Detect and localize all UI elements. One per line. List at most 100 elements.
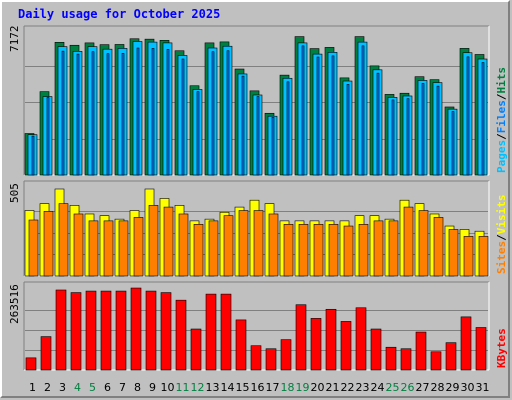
bar-kbytes-day-21: [325, 308, 337, 371]
bar-sites-day-23: [358, 224, 369, 277]
bar-files-day-7: [121, 53, 125, 176]
bar-sites-day-18: [283, 224, 294, 277]
day-label-28: 28: [431, 381, 445, 394]
bar-files-day-4: [76, 53, 80, 176]
bar-kbytes-day-26: [400, 348, 412, 371]
day-label-19: 19: [296, 381, 310, 394]
bar-sites-day-31: [478, 236, 489, 277]
bar-kbytes-day-17: [265, 348, 277, 371]
bar-kbytes-day-11: [175, 299, 187, 371]
bar-kbytes-day-30: [460, 316, 472, 371]
bar-sites-day-7: [118, 220, 129, 277]
day-label-3: 3: [59, 381, 66, 394]
bar-sites-day-19: [298, 224, 309, 277]
x-axis-day-labels: 1 2 3 4 5 6 7 8 9 10 11 12 13 14 15 16 17 18 19 20 21 22 23 24 2…: [29, 381, 490, 394]
legend-files: Files: [495, 100, 508, 133]
bar-kbytes-day-13: [205, 293, 217, 371]
day-label-9: 9: [149, 381, 156, 394]
bar-files-day-5: [91, 51, 95, 176]
day-label-8: 8: [134, 381, 141, 394]
bar-files-day-2: [46, 97, 50, 176]
bar-kbytes-day-4: [70, 292, 82, 371]
bar-sites-day-10: [163, 206, 174, 277]
bar-kbytes-day-29: [445, 342, 457, 371]
bar-sites-day-28: [433, 217, 444, 277]
bar-sites-day-25: [388, 220, 399, 277]
bar-files-day-24: [376, 72, 380, 176]
day-label-6: 6: [104, 381, 111, 394]
bar-files-day-15: [241, 75, 245, 176]
day-label-22: 22: [341, 381, 355, 394]
bar-kbytes-day-6: [100, 290, 112, 371]
bar-files-day-16: [256, 96, 260, 176]
bar-kbytes-day-8: [130, 287, 142, 371]
bar-kbytes-day-12: [190, 328, 202, 371]
bar-kbytes-day-14: [220, 293, 232, 371]
day-label-11: 11: [176, 381, 190, 394]
day-label-16: 16: [251, 381, 265, 394]
bar-sites-day-21: [328, 224, 339, 277]
bar-files-day-21: [331, 55, 335, 176]
bar-sites-day-29: [448, 229, 459, 277]
legend-kbytes: KBytes: [495, 328, 508, 368]
bar-files-day-26: [406, 98, 410, 176]
bar-kbytes-day-3: [55, 289, 67, 371]
bar-kbytes-day-23: [355, 307, 367, 371]
bar-sites-day-15: [238, 210, 249, 277]
bar-files-day-1: [31, 135, 35, 176]
ymax-label-visits: 505: [8, 183, 21, 203]
day-label-1: 1: [29, 381, 36, 394]
day-label-31: 31: [476, 381, 490, 394]
bar-files-day-28: [436, 85, 440, 176]
bar-kbytes-day-19: [295, 304, 307, 371]
bar-kbytes-day-18: [280, 339, 292, 371]
bar-sites-day-3: [58, 203, 69, 277]
bar-files-day-3: [61, 50, 65, 176]
legend-visits-sites: Sites/Visits: [495, 195, 508, 275]
day-label-25: 25: [386, 381, 400, 394]
bar-sites-day-2: [43, 211, 54, 277]
bar-kbytes-day-25: [385, 346, 397, 371]
bar-sites-day-4: [73, 213, 84, 277]
bar-sites-day-5: [88, 220, 99, 277]
bar-sites-day-6: [103, 220, 114, 277]
bar-files-day-17: [271, 117, 275, 176]
day-label-29: 29: [446, 381, 460, 394]
bar-kbytes-day-7: [115, 290, 127, 371]
bar-sites-day-27: [418, 210, 429, 277]
bar-files-day-19: [301, 45, 305, 176]
bar-kbytes-day-31: [475, 327, 487, 371]
day-label-13: 13: [206, 381, 220, 394]
bar-files-day-12: [196, 91, 200, 176]
bar-files-day-9: [151, 48, 155, 176]
legend-visits: Visits: [495, 195, 508, 235]
bar-files-day-10: [166, 49, 170, 176]
bar-kbytes-day-15: [235, 319, 247, 371]
legend-separator: /: [495, 133, 508, 140]
day-label-20: 20: [311, 381, 325, 394]
bar-files-day-18: [286, 81, 290, 176]
bar-files-day-14: [226, 50, 230, 176]
bar-files-day-13: [211, 51, 215, 176]
bar-kbytes-day-1: [25, 357, 37, 371]
bar-kbytes-day-2: [40, 336, 52, 371]
day-label-27: 27: [416, 381, 430, 394]
bar-kbytes-day-5: [85, 290, 97, 371]
day-label-21: 21: [326, 381, 340, 394]
bar-sites-day-13: [208, 220, 219, 277]
bar-files-day-20: [316, 56, 320, 176]
bar-kbytes-day-16: [250, 345, 262, 371]
day-label-26: 26: [401, 381, 415, 394]
bar-sites-day-22: [343, 225, 354, 277]
bar-sites-day-20: [313, 224, 324, 277]
bar-sites-day-8: [133, 217, 144, 277]
bar-files-day-27: [421, 83, 425, 176]
day-label-18: 18: [281, 381, 295, 394]
bar-kbytes-day-10: [160, 292, 172, 371]
bar-kbytes-day-28: [430, 351, 442, 371]
bars-layer: [24, 36, 489, 371]
legend-pages: Pages: [495, 140, 508, 173]
legend-separator: /: [495, 234, 508, 241]
day-label-12: 12: [191, 381, 205, 394]
